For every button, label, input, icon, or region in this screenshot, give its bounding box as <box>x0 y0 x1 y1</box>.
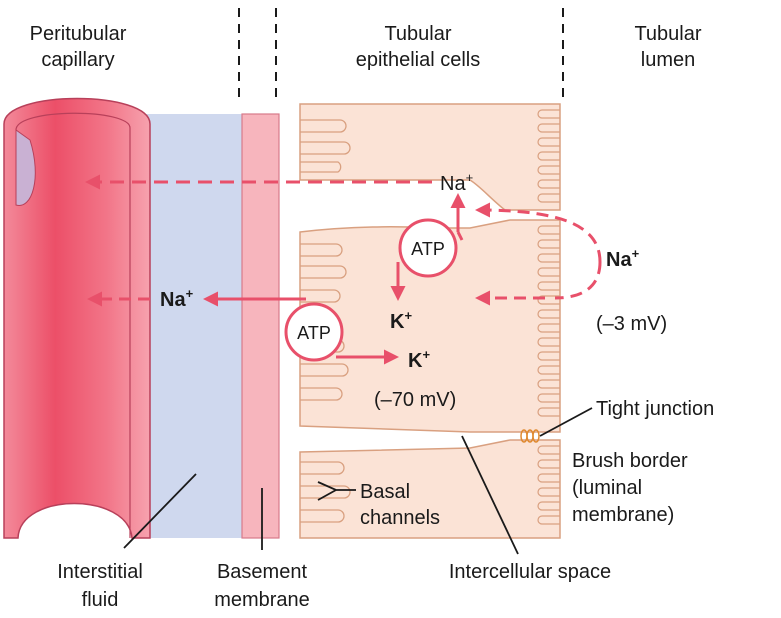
tubular-cells-label-line1: Tubular <box>384 23 451 45</box>
brush-border-label-line2: (luminal <box>572 477 642 499</box>
lumen-potential: (–3 mV) <box>596 313 667 335</box>
cell-potential: (–70 mV) <box>374 389 456 411</box>
tubular-cells-label-line2: epithelial cells <box>356 49 481 71</box>
atp-upper-connector <box>456 231 464 241</box>
epithelial-cell-bottom <box>299 439 561 539</box>
svg-text:ATP: ATP <box>297 323 331 343</box>
basal-channels-label-line1: Basal <box>360 481 410 503</box>
k-lower-label: K+ <box>408 347 430 372</box>
peritubular-label-line1: Peritubular <box>30 23 127 45</box>
atp-pump-lower: ATP <box>284 302 344 362</box>
epithelial-cell-top <box>299 103 561 211</box>
na-lumen-entry-arrow-top <box>475 202 602 263</box>
transport-arrows <box>85 174 602 365</box>
brush-border-label-line3: membrane) <box>572 504 674 526</box>
interstitial-label-line2: fluid <box>82 589 119 611</box>
basement-label-line1: Basement <box>217 561 307 583</box>
na-interstitial-label: Na+ <box>160 286 194 311</box>
brush-border <box>537 109 560 525</box>
interstitial-fluid-region <box>146 114 242 538</box>
k-cell-label: K+ <box>390 308 412 333</box>
tight-junction-label: Tight junction <box>596 398 714 420</box>
lumen-label-line2: lumen <box>641 49 695 71</box>
basement-label-line2: membrane <box>214 589 310 611</box>
na-top-label: Na+ <box>440 170 473 195</box>
atp-pump-upper: ATP <box>398 218 458 278</box>
brush-border-label-line1: Brush border <box>572 450 688 472</box>
lumen-label-line1: Tubular <box>634 23 701 45</box>
basement-membrane <box>241 113 280 539</box>
tight-junction-mark <box>520 429 540 443</box>
peritubular-capillary <box>3 97 151 539</box>
na-lumen-label: Na+ <box>606 246 640 271</box>
svg-text:ATP: ATP <box>411 239 445 259</box>
interstitial-label-line1: Interstitial <box>57 561 143 583</box>
na-lumen-curve <box>554 261 602 300</box>
basal-channels-label-line2: channels <box>360 507 440 529</box>
leader-lines <box>123 407 593 555</box>
intercellular-space-label: Intercellular space <box>449 561 611 583</box>
peritubular-label-line2: capillary <box>41 49 114 71</box>
